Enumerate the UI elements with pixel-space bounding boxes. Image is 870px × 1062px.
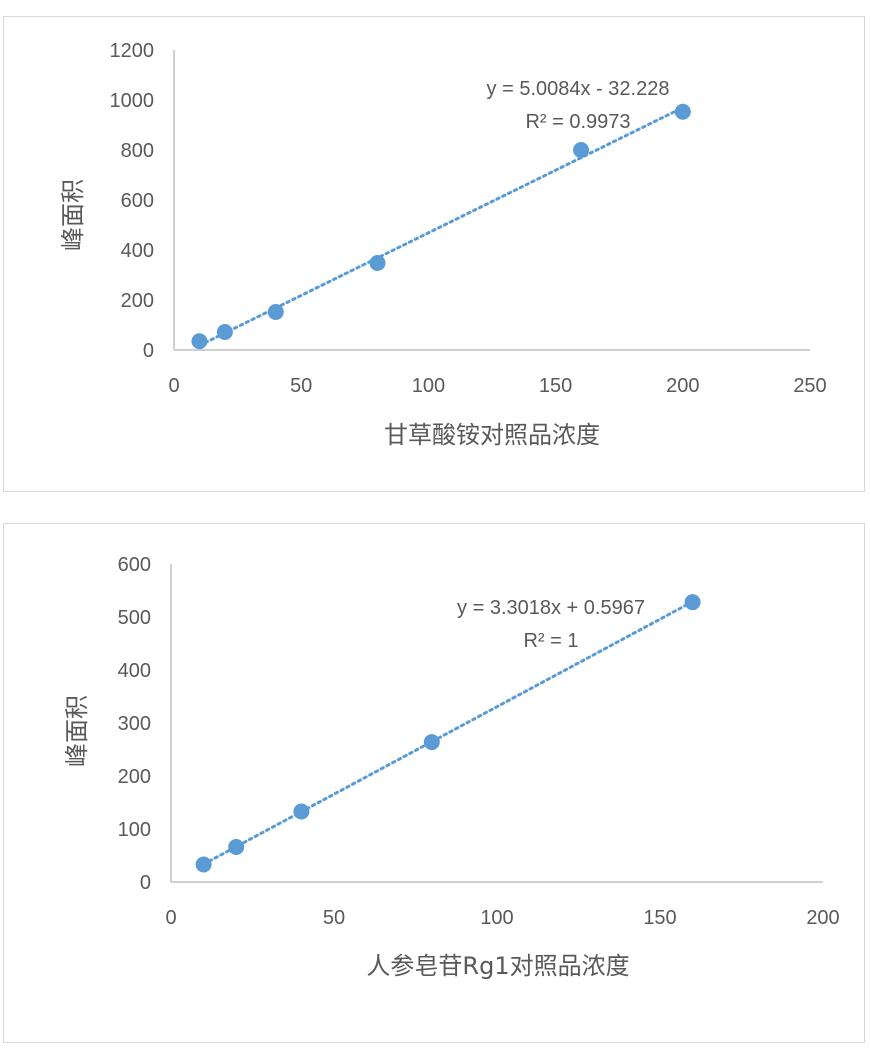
y-tick-label: 300	[118, 713, 151, 735]
trendline-equation: y = 3.3018x + 0.5967	[457, 597, 645, 619]
linear-trendline	[202, 600, 695, 866]
data-point	[369, 255, 386, 271]
r-squared-label: R² = 1	[523, 630, 578, 652]
y-tick-label: 1000	[110, 90, 155, 112]
data-point	[423, 734, 440, 751]
x-tick-label: 50	[290, 375, 312, 397]
calibration-chart-glycyrrhizinate: 0 50 100 150 200 250 0 200 400 600 800 1000 1200 甘草…	[59, 40, 827, 449]
data-point	[293, 803, 310, 820]
r-squared-label: R² = 0.9973	[525, 111, 630, 133]
y-tick-label: 0	[140, 872, 151, 894]
y-tick-label: 200	[118, 766, 151, 788]
x-tick-label: 50	[323, 907, 345, 929]
y-tick-label: 800	[121, 140, 154, 162]
data-point	[674, 103, 691, 120]
x-tick-label: 0	[165, 907, 176, 929]
y-tick-label: 400	[121, 240, 154, 262]
y-tick-label: 500	[118, 607, 151, 629]
data-point	[684, 594, 701, 611]
chart-panel-glycyrrhizinate: 0 50 100 150 200 250 0 200 400 600 800 1000 1200 甘草…	[3, 16, 865, 492]
y-tick-label: 1200	[110, 40, 155, 62]
data-point	[191, 333, 208, 350]
y-axis-title: 峰面积	[59, 179, 87, 251]
y-tick-label: 600	[121, 190, 154, 212]
data-point	[267, 304, 284, 320]
y-axis-title: 峰面积	[63, 695, 91, 767]
y-tick-label: 400	[118, 660, 151, 682]
trendline-equation: y = 5.0084x - 32.228	[487, 78, 670, 100]
x-tick-label: 100	[480, 907, 513, 929]
x-axis-title: 人参皂苷Rg1对照品浓度	[366, 952, 629, 980]
y-tick-label: 600	[118, 554, 151, 576]
x-axis-title: 甘草酸铵对照品浓度	[384, 421, 600, 449]
y-tick-label: 100	[118, 819, 151, 841]
data-point	[216, 324, 233, 340]
x-tick-label: 250	[793, 375, 826, 397]
data-point	[573, 142, 590, 158]
x-tick-label: 100	[412, 375, 445, 397]
x-tick-label: 200	[666, 375, 699, 397]
y-tick-label: 200	[121, 290, 154, 312]
y-tick-label: 0	[143, 340, 154, 362]
data-point	[228, 839, 245, 856]
x-tick-label: 200	[806, 907, 839, 929]
data-point	[195, 856, 212, 873]
calibration-chart-rg1: 0 50 100 150 200 0 100 200 300 400 500 600 人参皂苷Rg1…	[63, 554, 840, 980]
chart-panel-rg1: 0 50 100 150 200 0 100 200 300 400 500 600 人参皂苷Rg1…	[3, 523, 865, 1043]
x-tick-label: 150	[643, 907, 676, 929]
x-tick-label: 150	[539, 375, 572, 397]
x-tick-label: 0	[168, 375, 179, 397]
